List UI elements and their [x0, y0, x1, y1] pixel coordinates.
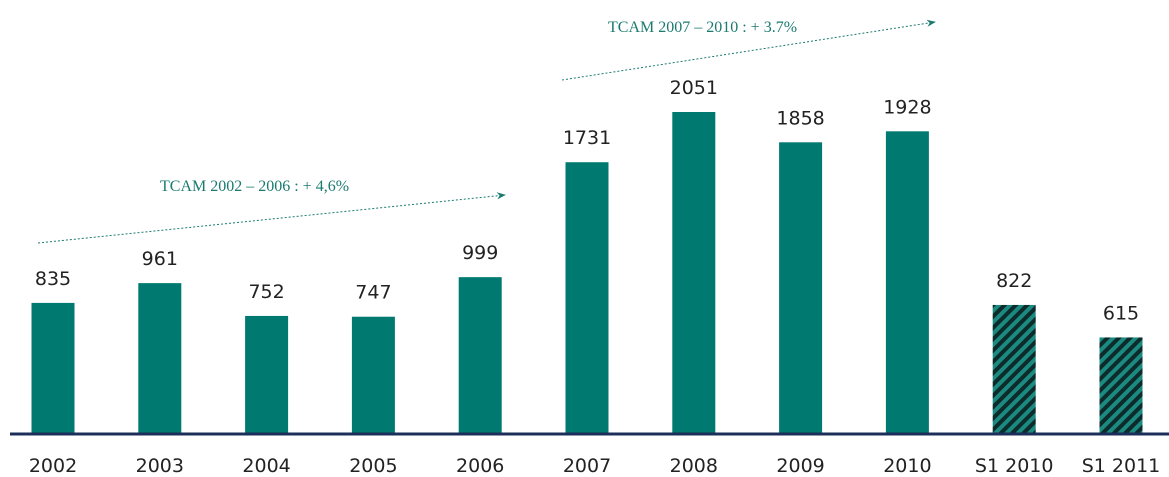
bar [565, 162, 609, 434]
value-label: 2051 [670, 77, 718, 99]
trend-arrow [561, 19, 936, 81]
x-tick-label: S1 2010 [975, 455, 1054, 477]
trend-arrow [37, 192, 506, 244]
x-tick-label: 2006 [456, 455, 504, 477]
bar [1099, 337, 1143, 434]
bar [31, 302, 75, 434]
x-tick-label: 2005 [349, 455, 397, 477]
x-tick-label: 2002 [29, 455, 77, 477]
bar [351, 316, 395, 434]
value-label: 835 [35, 268, 71, 290]
value-label: 1731 [563, 127, 611, 149]
value-label: 999 [462, 242, 498, 264]
bar [245, 315, 289, 434]
bar [885, 131, 929, 434]
bar [672, 111, 716, 435]
value-label: 1858 [776, 107, 824, 129]
bar [992, 304, 1036, 434]
annotation: TCAM 2002 – 2006 : + 4,6% [160, 178, 349, 195]
value-label: 1928 [883, 96, 931, 118]
x-tick-label: 2010 [883, 455, 931, 477]
bar [779, 142, 823, 434]
x-tick-label: S1 2011 [1082, 455, 1161, 477]
annotation: TCAM 2007 – 2010 : + 3.7% [608, 19, 797, 36]
x-tick-label: 2008 [670, 455, 718, 477]
x-tick-label: 2007 [563, 455, 611, 477]
value-label: 822 [996, 270, 1032, 292]
bar [138, 283, 182, 434]
value-label: 615 [1103, 302, 1139, 324]
x-tick-label: 2004 [242, 455, 290, 477]
value-label: 752 [248, 281, 284, 303]
value-label: 747 [355, 282, 391, 304]
x-tick-label: 2003 [136, 455, 184, 477]
value-label: 961 [142, 248, 178, 270]
bar [458, 277, 502, 434]
x-tick-label: 2009 [776, 455, 824, 477]
